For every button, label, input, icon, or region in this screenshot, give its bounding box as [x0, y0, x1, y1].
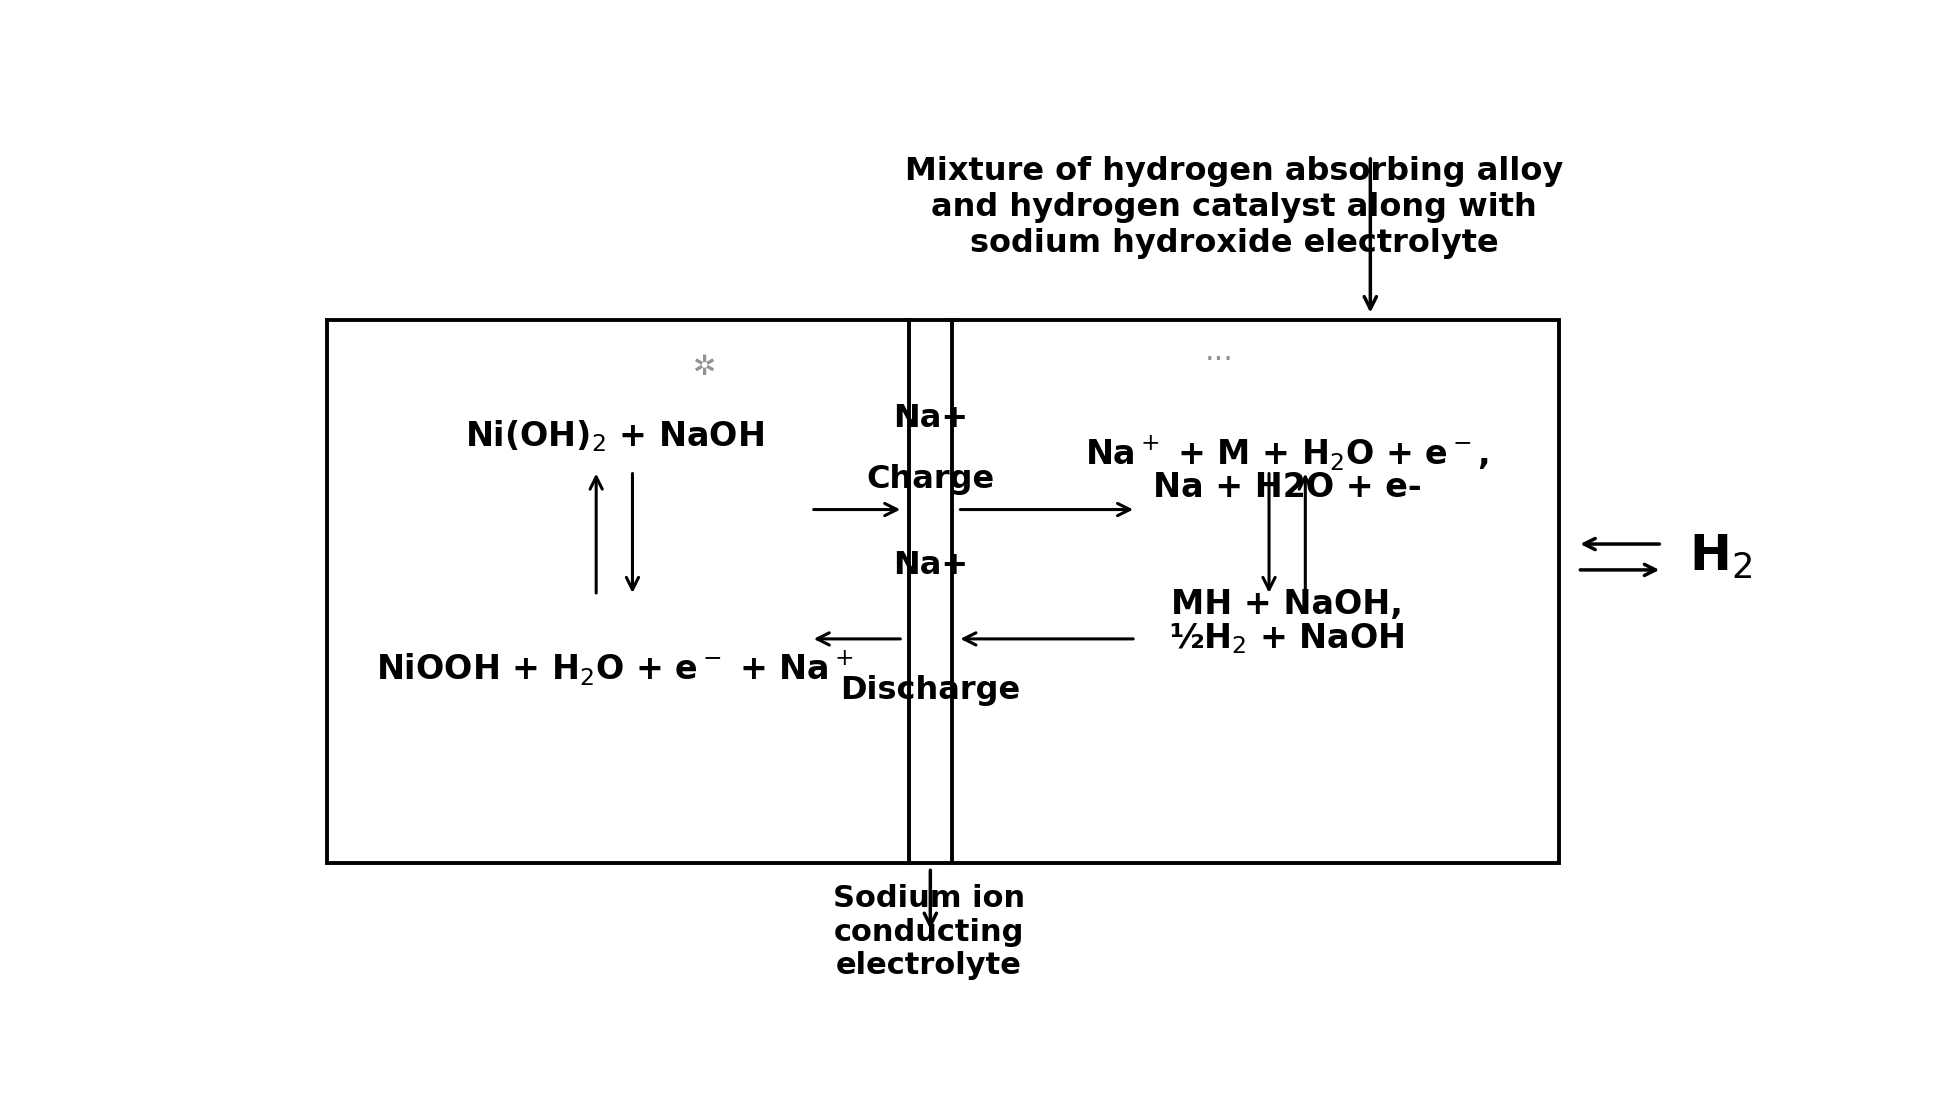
Text: Ni(OH)$_2$ + NaOH: Ni(OH)$_2$ + NaOH — [464, 419, 765, 454]
Text: MH + NaOH,: MH + NaOH, — [1171, 588, 1403, 620]
Text: Mixture of hydrogen absorbing alloy
and hydrogen catalyst along with
sodium hydr: Mixture of hydrogen absorbing alloy and … — [905, 157, 1563, 259]
Text: Na+: Na+ — [894, 550, 968, 581]
Text: Na + H2O + e-: Na + H2O + e- — [1153, 472, 1422, 504]
Text: Sodium ion
conducting
electrolyte: Sodium ion conducting electrolyte — [833, 884, 1024, 980]
Text: Na+: Na+ — [894, 403, 968, 435]
Bar — [328, 320, 1559, 864]
Text: Na$^+$ + M + H$_2$O + e$^-$,: Na$^+$ + M + H$_2$O + e$^-$, — [1085, 435, 1489, 473]
Text: H$_2$: H$_2$ — [1690, 533, 1752, 581]
Text: NiOOH + H$_2$O + e$^-$ + Na$^+$: NiOOH + H$_2$O + e$^-$ + Na$^+$ — [377, 650, 853, 688]
Text: ✲: ✲ — [693, 353, 716, 381]
Text: Charge: Charge — [866, 464, 995, 495]
Text: Discharge: Discharge — [841, 675, 1020, 706]
Text: ½H$_2$ + NaOH: ½H$_2$ + NaOH — [1169, 622, 1405, 656]
Text: ···: ··· — [1204, 346, 1233, 375]
